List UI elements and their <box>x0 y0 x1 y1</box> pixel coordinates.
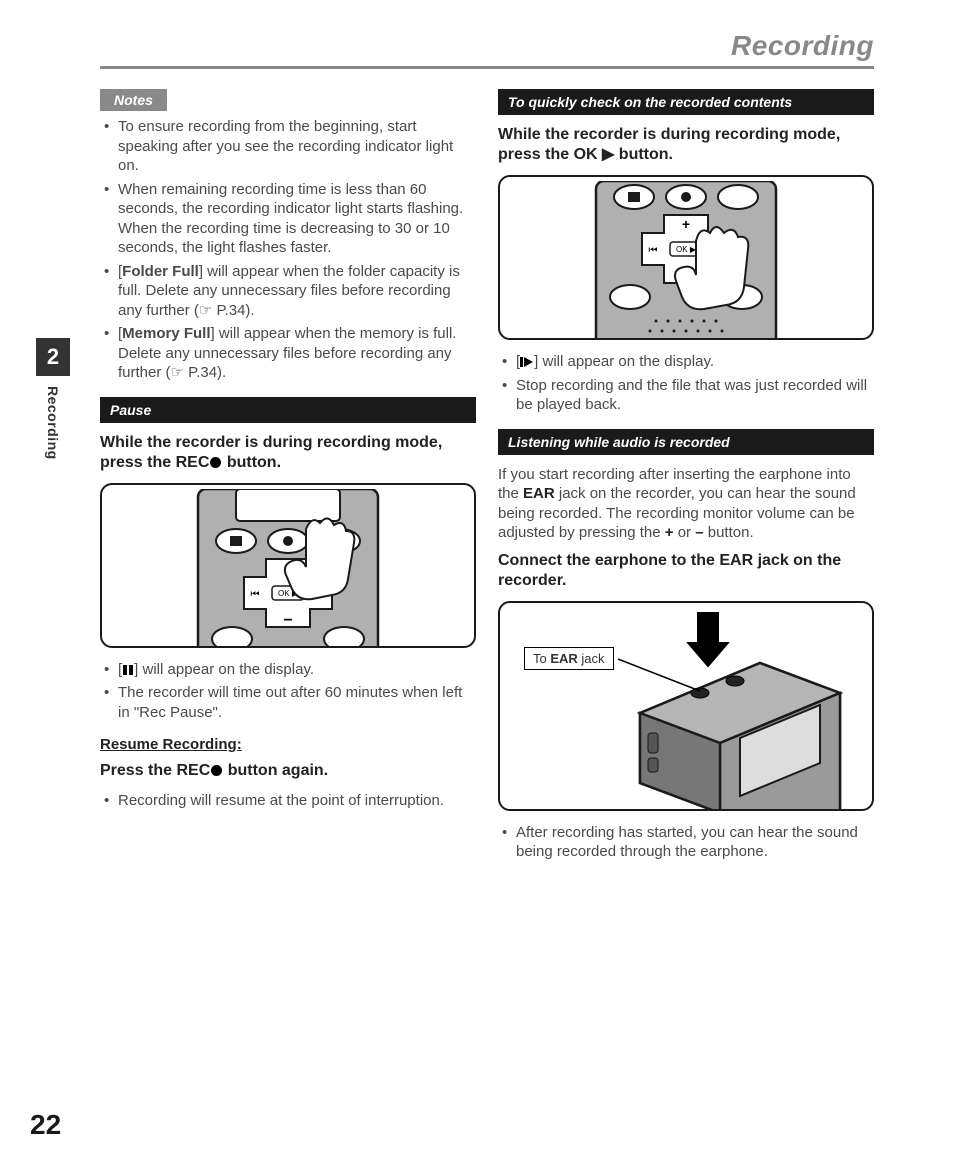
record-dot-icon <box>209 456 222 469</box>
list-item: Recording will resume at the point of in… <box>104 791 476 811</box>
page-title: Recording <box>30 30 924 62</box>
chapter-number: 2 <box>36 338 70 376</box>
list-item: To ensure recording from the beginning, … <box>104 117 476 176</box>
ear-result-list: After recording has started, you can hea… <box>498 823 874 862</box>
quick-result-list: [] will appear on the display. Stop reco… <box>498 352 874 415</box>
left-column: Notes To ensure recording from the begin… <box>100 89 476 876</box>
list-item: [Memory Full] will appear when the memor… <box>104 324 476 383</box>
chapter-label: Recording <box>45 386 61 460</box>
page-number: 22 <box>30 1109 61 1141</box>
play-icon <box>520 356 534 368</box>
svg-text:⏮: ⏮ <box>649 245 658 256</box>
quick-instruction: While the recorder is during recording m… <box>498 125 874 165</box>
list-item: [] will appear on the display. <box>104 660 476 680</box>
resume-result-list: Recording will resume at the point of in… <box>100 791 476 811</box>
device-illustration-rec: + − ⏮ ⏭ OK ▶ <box>100 483 476 648</box>
listening-heading: Listening while audio is recorded <box>498 429 874 455</box>
resume-heading: Resume Recording: <box>100 736 476 753</box>
list-item: The recorder will time out after 60 minu… <box>104 683 476 722</box>
pause-instruction: While the recorder is during recording m… <box>100 433 476 473</box>
pause-result-list: [] will appear on the display. The recor… <box>100 660 476 723</box>
device-illustration-ok: + − ⏮ ⏭ OK ▶ <box>498 175 874 340</box>
list-item: After recording has started, you can hea… <box>502 823 874 862</box>
ear-jack-label: To EAR jack <box>524 647 614 670</box>
notes-heading: Notes <box>100 89 167 111</box>
right-column: To quickly check on the recorded content… <box>498 89 874 876</box>
list-item: [Folder Full] will appear when the folde… <box>104 262 476 321</box>
list-item: When remaining recording time is less th… <box>104 180 476 258</box>
svg-text:⏮: ⏮ <box>251 589 260 600</box>
title-rule <box>100 66 874 69</box>
ear-jack-illustration: To EAR jack <box>498 601 874 811</box>
connect-instruction: Connect the earphone to the EAR jack on … <box>498 551 874 591</box>
svg-text:−: − <box>283 612 292 629</box>
pause-heading: Pause <box>100 397 476 423</box>
notes-list: To ensure recording from the beginning, … <box>100 117 476 383</box>
resume-instruction: Press the REC button again. <box>100 761 476 781</box>
pause-icon <box>122 664 134 676</box>
side-tab: 2 Recording <box>36 338 70 460</box>
svg-text:OK ▶: OK ▶ <box>676 245 697 254</box>
svg-text:+: + <box>682 216 690 232</box>
quick-check-heading: To quickly check on the recorded content… <box>498 89 874 115</box>
record-dot-icon <box>210 764 223 777</box>
listening-text: If you start recording after inserting t… <box>498 465 874 543</box>
list-item: Stop recording and the file that was jus… <box>502 376 874 415</box>
list-item: [] will appear on the display. <box>502 352 874 372</box>
